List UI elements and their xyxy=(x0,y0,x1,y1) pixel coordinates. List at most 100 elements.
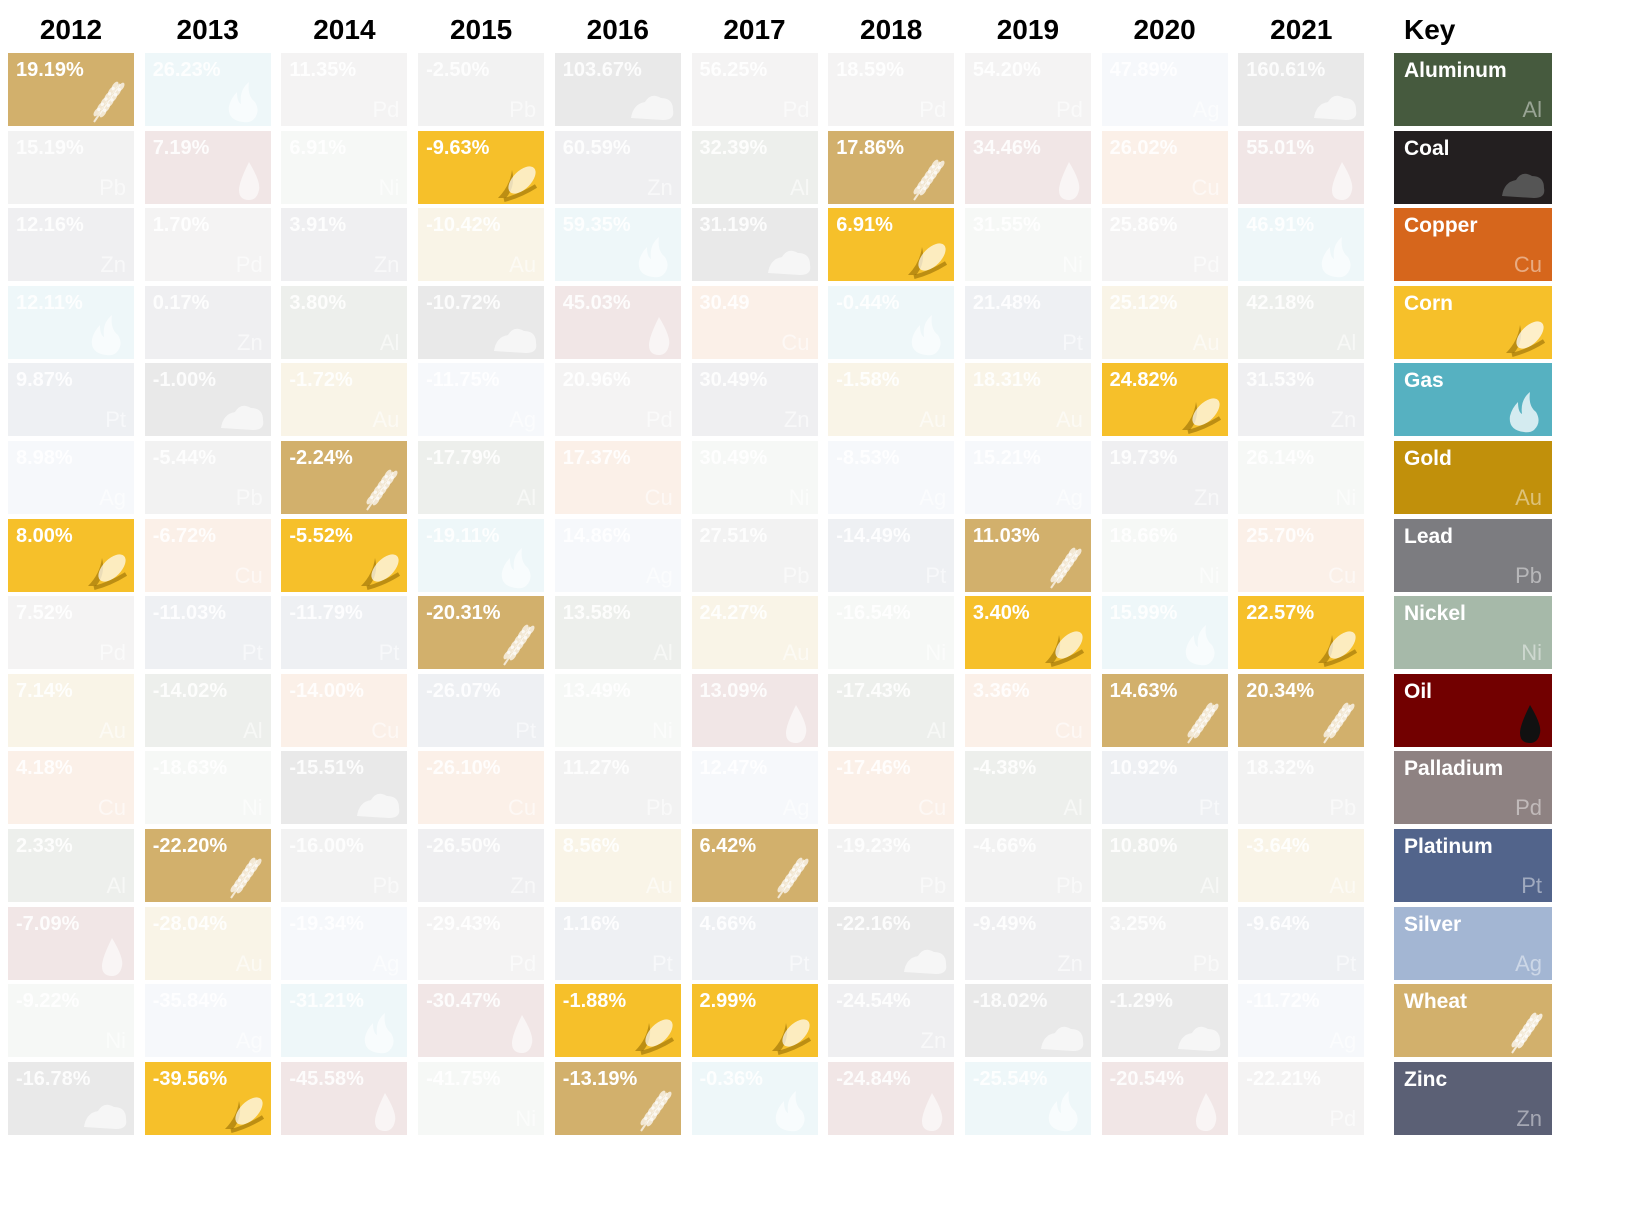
return-value: 3.80% xyxy=(289,291,347,314)
cell-corn-2018: 6.91% xyxy=(828,208,955,282)
return-value: -45.58% xyxy=(289,1067,364,1090)
cell-platinum-2018: -14.49% Pt xyxy=(828,518,955,592)
cell-nickel-2012: -9.22% Ni xyxy=(8,984,134,1058)
return-value: -11.75% xyxy=(426,369,500,392)
return-value: 22.57% xyxy=(1246,602,1315,625)
cell-palladium-2015: -29.43% Pd xyxy=(418,906,545,980)
return-value: 11.03% xyxy=(972,524,1040,547)
return-value: 31.53% xyxy=(1246,369,1315,392)
element-symbol: Pb xyxy=(509,97,537,122)
cell-zinc-2012: 12.16% Zn xyxy=(8,208,134,282)
return-value: 11.27% xyxy=(562,757,630,780)
year-header: 2019 xyxy=(996,14,1060,45)
flame-icon xyxy=(1185,625,1215,666)
key-label: Corn xyxy=(1404,291,1453,315)
key-label: Zinc xyxy=(1404,1067,1448,1091)
cell-corn-2019: 3.40% xyxy=(964,596,1091,670)
key-item-wheat: Wheat xyxy=(1394,984,1552,1058)
key-label: Gold xyxy=(1404,447,1452,470)
cell-platinum-2021: -9.64% Pt xyxy=(1238,906,1365,980)
cell-oil-2017: 13.09% xyxy=(691,673,818,747)
return-value: 15.99% xyxy=(1109,602,1178,625)
cell-oil-2021: 55.01% xyxy=(1238,130,1365,204)
return-value: 103.67% xyxy=(562,59,642,81)
flame-icon xyxy=(1322,237,1351,278)
cell-wheat-2015: -20.31% xyxy=(418,596,545,670)
return-value: -18.02% xyxy=(972,990,1048,1013)
return-value: 8.56% xyxy=(562,835,620,857)
return-value: -24.54% xyxy=(836,990,911,1013)
cell-gas-2017: -0.36% xyxy=(691,1061,818,1135)
cell-palladium-2018: 18.59% Pd xyxy=(828,53,955,126)
key-label: Nickel xyxy=(1404,602,1466,626)
element-symbol: Pb xyxy=(1329,795,1357,821)
element-symbol: Ni xyxy=(378,174,400,200)
return-value: 20.34% xyxy=(1246,679,1315,702)
cell-oil-2018: -24.84% xyxy=(828,1061,955,1135)
cell-gold-2017: 24.27% Au xyxy=(691,596,818,670)
wheat-icon xyxy=(93,81,125,123)
cell-silver-2012: 8.98% Ag xyxy=(8,441,134,514)
cell-oil-2019: 34.46% xyxy=(964,130,1091,204)
cell-gas-2019: -25.54% xyxy=(964,1061,1091,1135)
return-value: -20.54% xyxy=(1109,1067,1185,1090)
element-symbol: Ag xyxy=(782,795,810,821)
return-value: 26.14% xyxy=(1246,447,1315,469)
return-value: 9.87% xyxy=(16,369,73,392)
cell-corn-2012: 8.00% xyxy=(8,518,134,592)
element-symbol: Ag xyxy=(99,485,126,510)
return-value: 26.23% xyxy=(152,59,221,81)
cell-nickel-2018: -16.54% Ni xyxy=(828,596,955,670)
cell-corn-2021: 22.57% xyxy=(1238,596,1365,670)
key-item-oil: Oil xyxy=(1394,673,1552,747)
element-symbol: Pd xyxy=(1515,795,1542,821)
return-value: -19.11% xyxy=(426,524,500,547)
cell-lead-2019: -4.66% Pb xyxy=(964,829,1091,902)
return-value: 25.86% xyxy=(1109,214,1178,237)
return-value: -9.22% xyxy=(16,990,80,1013)
return-value: 56.25% xyxy=(699,59,768,81)
return-value: 4.18% xyxy=(16,757,73,780)
cell-coal-2014: -15.51% xyxy=(281,751,408,825)
element-symbol: Pt xyxy=(1335,950,1357,976)
cell-zinc-2018: -24.54% Zn xyxy=(828,984,955,1058)
cell-gold-2013: -28.04% Au xyxy=(144,906,271,980)
return-value: 13.09% xyxy=(699,679,768,702)
return-value: -6.72% xyxy=(152,524,217,547)
cell-corn-2013: -39.56% xyxy=(144,1061,271,1135)
return-value: -9.64% xyxy=(1246,912,1310,935)
element-symbol: Zn xyxy=(510,873,537,898)
cell-gold-2014: -1.72% Au xyxy=(281,363,408,437)
return-value: 19.19% xyxy=(16,59,84,81)
element-symbol: Ag xyxy=(509,407,537,433)
return-value: 10.80% xyxy=(1109,835,1178,857)
return-value: -4.66% xyxy=(972,835,1037,857)
coal-icon xyxy=(220,406,263,431)
element-symbol: Ag xyxy=(1329,1028,1357,1054)
cell-coal-2016: 103.67% xyxy=(554,53,681,126)
flame-icon xyxy=(501,547,531,588)
cell-coal-2013: -1.00% xyxy=(144,363,271,437)
cell-oil-2013: 7.19% xyxy=(144,130,271,204)
element-symbol: Ni xyxy=(1062,252,1083,278)
return-value: 24.82% xyxy=(1109,369,1178,392)
cell-wheat-2020: 14.63% xyxy=(1101,673,1228,747)
element-symbol: Pt xyxy=(652,950,673,976)
cell-aluminum-2014: 3.80% Al xyxy=(281,285,408,359)
cell-wheat-2016: -13.19% xyxy=(554,1061,681,1135)
element-symbol: Al xyxy=(926,717,947,743)
cell-platinum-2013: -11.03% Pt xyxy=(144,596,271,670)
element-symbol: Al xyxy=(1200,873,1220,898)
cell-platinum-2017: 4.66% Pt xyxy=(691,906,818,980)
element-symbol: Cu xyxy=(1328,562,1357,588)
return-value: -22.20% xyxy=(152,835,228,857)
oil-drop-icon xyxy=(785,704,806,743)
return-value: 18.31% xyxy=(972,369,1041,392)
cell-aluminum-2021: 42.18% Al xyxy=(1238,285,1365,359)
element-symbol: Pt xyxy=(241,640,263,666)
key-label: Palladium xyxy=(1404,757,1504,781)
element-symbol: Ni xyxy=(515,1105,537,1131)
return-value: 55.01% xyxy=(1246,136,1315,159)
cell-gas-2016: 59.35% xyxy=(554,208,681,282)
key-item-zinc: Zinc Zn xyxy=(1394,1061,1552,1135)
